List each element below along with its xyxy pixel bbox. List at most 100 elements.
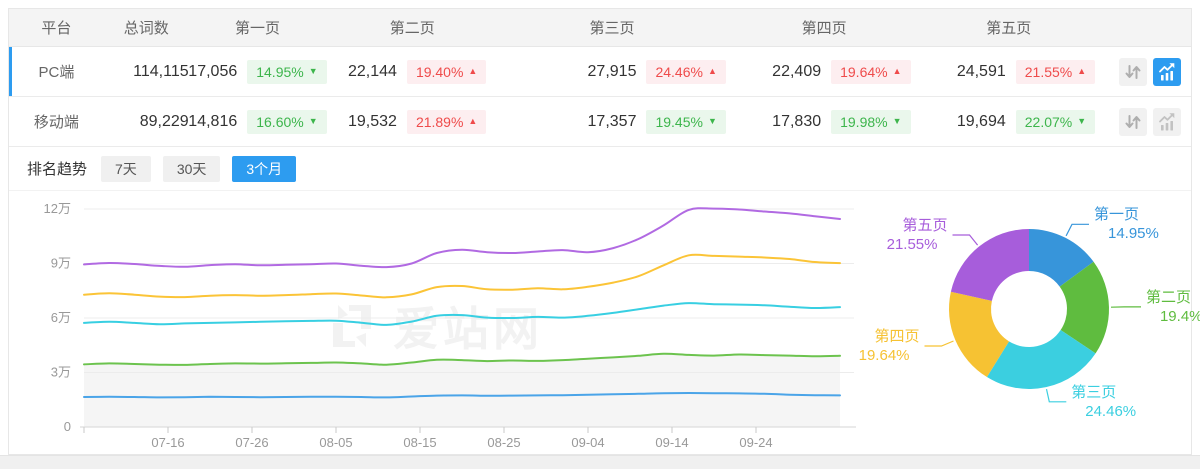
page-stat-cell: 19,532 21.89% ▲ bbox=[339, 109, 499, 134]
triangle-up-icon: ▲ bbox=[1077, 66, 1087, 76]
donut-label-percent: 19.64% bbox=[858, 347, 910, 365]
page-keyword-count: 17,357 bbox=[587, 112, 637, 130]
row-actions bbox=[1107, 57, 1191, 86]
change-badge: 19.98% ▼ bbox=[831, 109, 911, 134]
change-percent: 19.98% bbox=[840, 113, 888, 130]
trend-chart-icon[interactable] bbox=[1153, 57, 1181, 86]
x-axis-label: 09-24 bbox=[739, 435, 772, 450]
change-percent: 19.64% bbox=[840, 63, 888, 80]
column-header-platform: 平台 bbox=[41, 20, 72, 37]
column-header-page2: 第二页 bbox=[389, 20, 435, 37]
page-keyword-count: 24,591 bbox=[956, 62, 1006, 80]
donut-label-第五页: 第五页 21.55% bbox=[887, 216, 948, 254]
change-badge: 19.40% ▲ bbox=[406, 59, 487, 84]
change-badge: 22.07% ▼ bbox=[1015, 109, 1096, 134]
trend-line-第三页 bbox=[83, 302, 841, 326]
y-axis-label: 9万 bbox=[51, 256, 71, 271]
change-badge: 19.64% ▲ bbox=[831, 59, 911, 84]
donut-label-第三页: 第三页 24.46% bbox=[1071, 383, 1136, 421]
trend-title: 排名趋势 bbox=[27, 161, 88, 178]
donut-leader-line bbox=[1065, 223, 1089, 237]
donut-label-name: 第五页 bbox=[902, 216, 948, 234]
page-keyword-count: 19,532 bbox=[348, 112, 397, 130]
table-header: 平台 总词数 第一页 第二页 第三页 第四页 第五页 bbox=[9, 9, 1191, 47]
trend-toolbar: 排名趋势 7天 30天 3个月 bbox=[9, 147, 1191, 191]
trend-chart-area: 爱站网 07-16 07-26 08-05 08-15 08-25 09-04 09-14 0… bbox=[9, 191, 1200, 454]
keyword-rank-card: 平台 总词数 第一页 第二页 第三页 第四页 第五页 PC端 114,115 17,… bbox=[8, 8, 1200, 455]
donut-label-percent: 21.55% bbox=[886, 235, 938, 253]
donut-slice-第一页[interactable] bbox=[1029, 229, 1094, 287]
page-keyword-count: 19,694 bbox=[956, 112, 1006, 130]
change-badge: 16.60% ▼ bbox=[247, 109, 327, 134]
tab-3个月[interactable]: 3个月 bbox=[232, 155, 297, 182]
change-percent: 19.45% bbox=[655, 113, 703, 130]
trend-chart-icon[interactable] bbox=[1153, 107, 1181, 136]
column-header-page3: 第三页 bbox=[589, 20, 635, 37]
donut-label-name: 第二页 bbox=[1145, 288, 1191, 306]
donut-label-percent: 24.46% bbox=[1085, 402, 1137, 420]
triangle-up-icon: ▲ bbox=[892, 66, 902, 76]
change-percent: 24.46% bbox=[655, 63, 703, 80]
donut-label-name: 第一页 bbox=[1093, 206, 1139, 224]
triangle-up-icon: ▲ bbox=[468, 116, 478, 126]
trend-line-chart: 07-16 07-26 08-05 08-15 08-25 09-04 09-14 09-24… bbox=[44, 201, 856, 450]
y-axis-label: 12万 bbox=[44, 201, 71, 216]
y-axis-label: 0 bbox=[64, 419, 71, 434]
change-badge: 21.55% ▲ bbox=[1015, 59, 1096, 84]
change-percent: 21.89% bbox=[415, 113, 464, 130]
trend-line-第四页 bbox=[83, 253, 841, 299]
change-badge: 24.46% ▲ bbox=[646, 59, 726, 84]
x-axis-label: 08-25 bbox=[487, 435, 520, 450]
donut-slice-第五页[interactable] bbox=[950, 229, 1029, 301]
page-keyword-count: 17,056 bbox=[188, 62, 238, 80]
page-stat-cell: 19,694 22.07% ▼ bbox=[923, 109, 1108, 134]
page-keyword-count: 14,816 bbox=[188, 112, 238, 130]
table-row[interactable]: PC端 114,115 17,056 14.95% ▼ 22,144 19.40% ▲ 27,9… bbox=[9, 47, 1191, 97]
column-header-page1: 第一页 bbox=[235, 20, 281, 37]
triangle-up-icon: ▲ bbox=[707, 66, 717, 76]
donut-label-percent: 14.95% bbox=[1107, 225, 1159, 243]
column-header-page5: 第五页 bbox=[986, 20, 1032, 37]
x-axis-label: 09-04 bbox=[571, 435, 604, 450]
platform-label: PC端 bbox=[38, 64, 75, 81]
x-axis-label: 09-14 bbox=[655, 435, 688, 450]
column-header-total: 总词数 bbox=[123, 20, 169, 37]
trend-line-第二页 bbox=[83, 352, 841, 366]
trend-range-tabs: 7天 30天 3个月 bbox=[101, 155, 308, 182]
sort-arrows-icon[interactable] bbox=[1119, 107, 1147, 136]
x-axis-label: 07-26 bbox=[235, 435, 268, 450]
change-badge: 21.89% ▲ bbox=[406, 109, 487, 134]
page-keyword-count: 17,830 bbox=[772, 112, 822, 130]
donut-label-第四页: 第四页 19.64% bbox=[859, 327, 920, 365]
y-axis-label: 6万 bbox=[51, 310, 71, 325]
donut-slice-第三页[interactable] bbox=[986, 330, 1096, 389]
page-stat-cell: 24,591 21.55% ▲ bbox=[923, 59, 1108, 84]
sort-arrows-icon[interactable] bbox=[1119, 57, 1147, 86]
donut-slice-第二页[interactable] bbox=[1059, 261, 1109, 354]
trend-line-第一页 bbox=[83, 391, 841, 399]
page-keyword-count: 22,409 bbox=[772, 62, 822, 80]
row-actions bbox=[1107, 107, 1191, 136]
page-distribution-donut bbox=[924, 223, 1141, 403]
change-badge: 14.95% ▼ bbox=[247, 59, 327, 84]
donut-label-name: 第四页 bbox=[874, 328, 920, 346]
donut-leader-line bbox=[1045, 388, 1067, 403]
keyword-table-body: PC端 114,115 17,056 14.95% ▼ 22,144 19.40% ▲ 27,9… bbox=[9, 47, 1191, 147]
table-row[interactable]: 移动端 89,229 14,816 16.60% ▼ 19,532 21.89% ▲ 17,35… bbox=[9, 97, 1191, 147]
page-keyword-count: 27,915 bbox=[587, 62, 637, 80]
change-percent: 16.60% bbox=[256, 113, 304, 130]
footer-strip bbox=[0, 455, 1200, 469]
page-stat-cell: 17,357 19.45% ▼ bbox=[498, 109, 738, 134]
tab-30天[interactable]: 30天 bbox=[162, 155, 221, 182]
column-header-page4: 第四页 bbox=[801, 20, 847, 37]
tab-7天[interactable]: 7天 bbox=[101, 155, 151, 182]
page-stat-cell: 27,915 24.46% ▲ bbox=[498, 59, 738, 84]
triangle-up-icon: ▲ bbox=[468, 66, 478, 76]
donut-slice-第四页[interactable] bbox=[949, 291, 1010, 378]
page-keyword-count: 22,144 bbox=[348, 62, 397, 80]
triangle-down-icon: ▼ bbox=[1077, 116, 1087, 126]
page-stat-cell: 22,409 19.64% ▲ bbox=[738, 59, 923, 84]
donut-label-第一页: 第一页 14.95% bbox=[1094, 205, 1159, 243]
y-axis-label: 3万 bbox=[51, 365, 71, 380]
triangle-down-icon: ▼ bbox=[707, 116, 717, 126]
